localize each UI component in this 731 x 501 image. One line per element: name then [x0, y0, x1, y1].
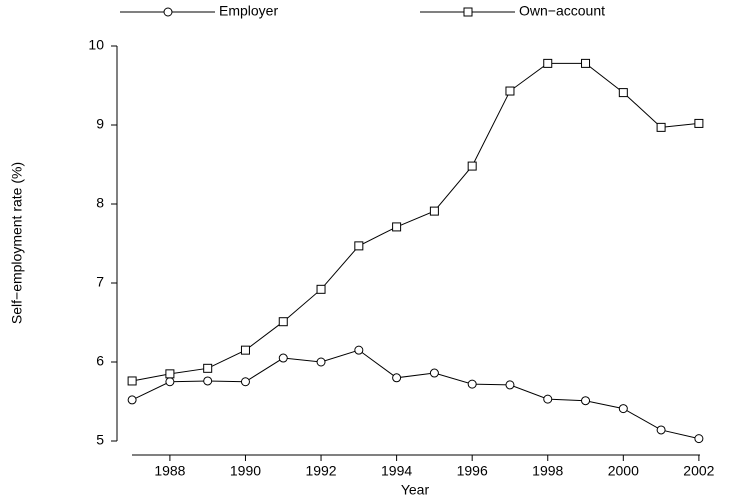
marker	[127, 395, 137, 405]
marker	[392, 373, 402, 383]
x-axis-label: Year	[401, 482, 430, 498]
marker	[543, 394, 553, 404]
marker	[467, 379, 477, 389]
marker	[656, 425, 666, 435]
x-tick-label: 2002	[683, 463, 714, 479]
marker	[203, 363, 213, 373]
marker	[240, 377, 250, 387]
marker	[240, 345, 250, 355]
x-tick-label: 1988	[154, 463, 185, 479]
marker	[581, 58, 591, 68]
marker	[278, 317, 288, 327]
y-tick-label: 9	[96, 116, 104, 132]
marker	[278, 353, 288, 363]
y-axis-label: Self−employment rate (%)	[9, 162, 25, 324]
marker	[618, 404, 628, 414]
x-tick-label: 1990	[230, 463, 261, 479]
marker	[316, 284, 326, 294]
marker	[316, 357, 326, 367]
x-tick-label: 2000	[608, 463, 639, 479]
marker	[203, 376, 213, 386]
y-tick-label: 6	[96, 353, 104, 369]
y-tick-label: 8	[96, 195, 104, 211]
legend-label: Own−account	[519, 3, 605, 19]
marker	[505, 86, 515, 96]
series-line	[131, 349, 699, 440]
marker	[429, 206, 439, 216]
marker	[429, 368, 439, 378]
legend-label: Employer	[219, 3, 278, 19]
legend-marker	[463, 7, 473, 17]
marker	[392, 222, 402, 232]
marker	[127, 376, 137, 386]
marker	[656, 122, 666, 132]
marker	[694, 118, 704, 128]
legend-marker	[163, 7, 173, 17]
x-tick-label: 1996	[457, 463, 488, 479]
marker	[354, 241, 364, 251]
marker	[505, 380, 515, 390]
x-tick-label: 1994	[381, 463, 412, 479]
marker	[467, 161, 477, 171]
marker	[165, 377, 175, 387]
marker	[165, 369, 175, 379]
marker	[581, 396, 591, 406]
series-line	[132, 62, 699, 382]
marker	[354, 345, 364, 355]
marker	[618, 88, 628, 98]
x-tick-label: 1992	[305, 463, 336, 479]
y-tick-label: 10	[88, 37, 104, 53]
x-tick-label: 1998	[532, 463, 563, 479]
marker	[694, 434, 704, 444]
y-tick-label: 5	[96, 432, 104, 448]
marker	[543, 58, 553, 68]
y-tick-label: 7	[96, 274, 104, 290]
